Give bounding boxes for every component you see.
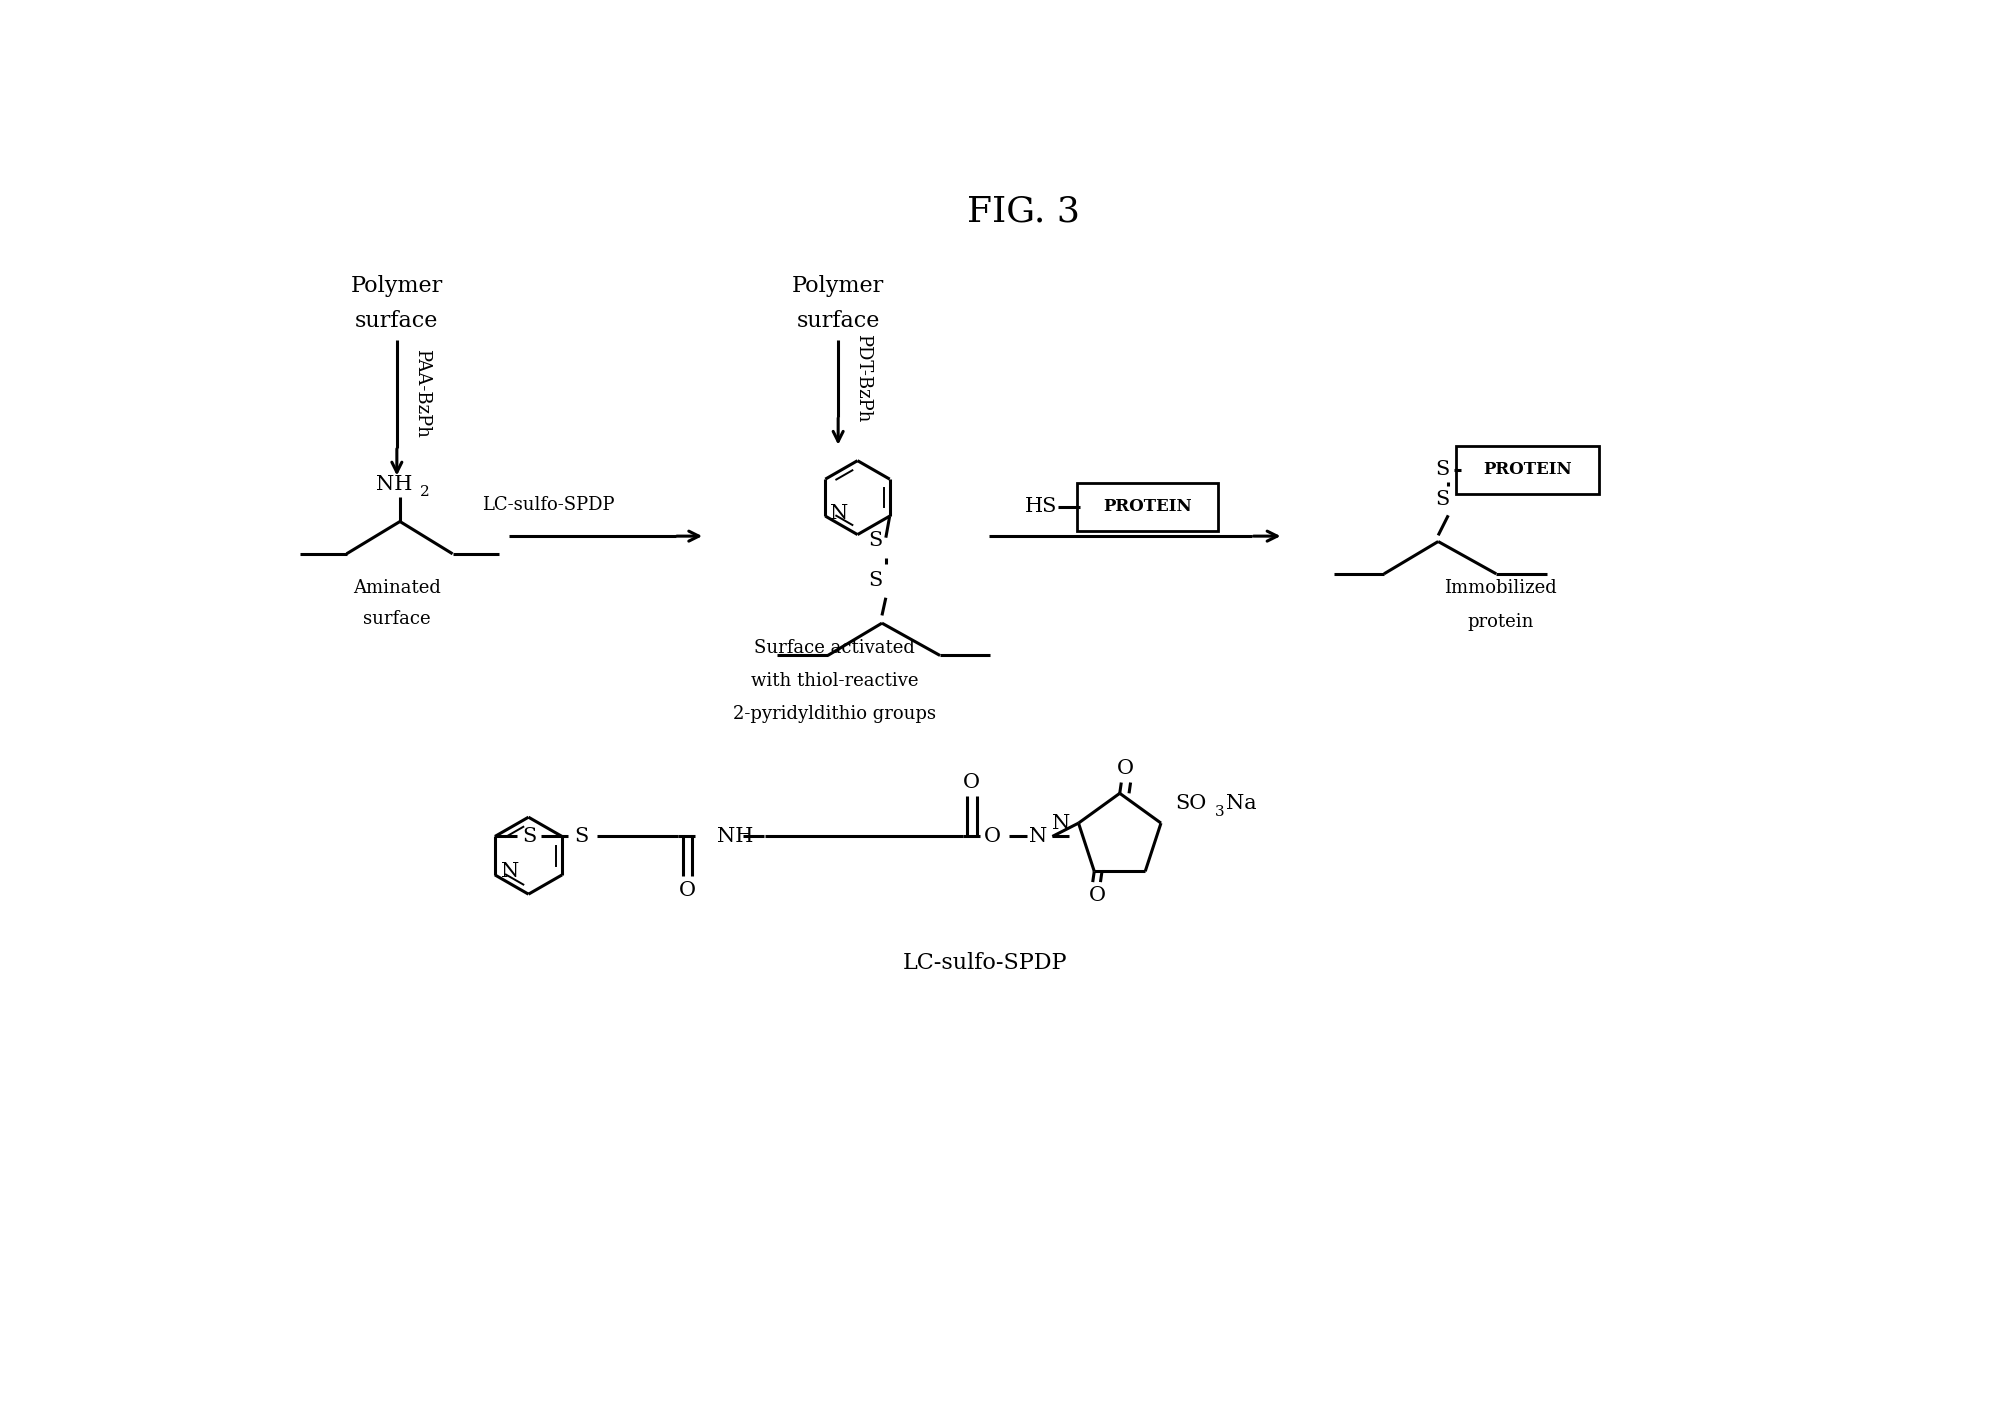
Text: Na: Na [1227,795,1257,813]
Text: O: O [679,881,695,900]
Text: LC-sulfo-SPDP: LC-sulfo-SPDP [482,497,613,515]
Text: NH: NH [376,476,412,494]
Text: O: O [1089,886,1105,906]
Text: PDT-BzPh: PDT-BzPh [853,333,871,422]
Text: Polymer: Polymer [791,274,885,297]
Text: SO: SO [1175,795,1207,813]
Text: S: S [869,571,883,591]
Text: O: O [963,772,981,792]
Text: N: N [829,504,849,522]
Text: NH: NH [717,827,753,846]
Text: 2: 2 [420,485,430,499]
Text: Surface activated: Surface activated [753,639,915,657]
FancyBboxPatch shape [1077,483,1219,530]
Text: Immobilized: Immobilized [1445,580,1556,598]
Text: FIG. 3: FIG. 3 [967,194,1081,228]
Text: Aminated: Aminated [354,580,442,598]
FancyBboxPatch shape [1457,446,1598,494]
Text: Polymer: Polymer [352,274,444,297]
Text: with thiol-reactive: with thiol-reactive [751,673,917,689]
Text: surface: surface [364,611,432,629]
Text: S: S [869,532,883,550]
Text: S: S [573,827,587,846]
Text: N: N [1053,813,1071,833]
Text: S: S [1437,491,1451,509]
Text: HS: HS [1025,497,1057,516]
Text: PAA-BzPh: PAA-BzPh [414,349,432,438]
Text: LC-sulfo-SPDP: LC-sulfo-SPDP [903,953,1067,975]
Text: O: O [1117,760,1133,778]
Text: protein: protein [1467,613,1532,632]
Text: 3: 3 [1215,805,1225,819]
Text: surface: surface [356,310,438,332]
Text: N: N [501,862,519,881]
Text: PROTEIN: PROTEIN [1485,461,1572,478]
Text: S: S [521,827,535,846]
Text: N: N [1029,827,1047,846]
Text: S: S [1437,460,1451,478]
Text: O: O [983,827,1001,846]
Text: 2-pyridyldithio groups: 2-pyridyldithio groups [733,705,935,723]
Text: PROTEIN: PROTEIN [1103,498,1193,515]
Text: surface: surface [797,310,879,332]
